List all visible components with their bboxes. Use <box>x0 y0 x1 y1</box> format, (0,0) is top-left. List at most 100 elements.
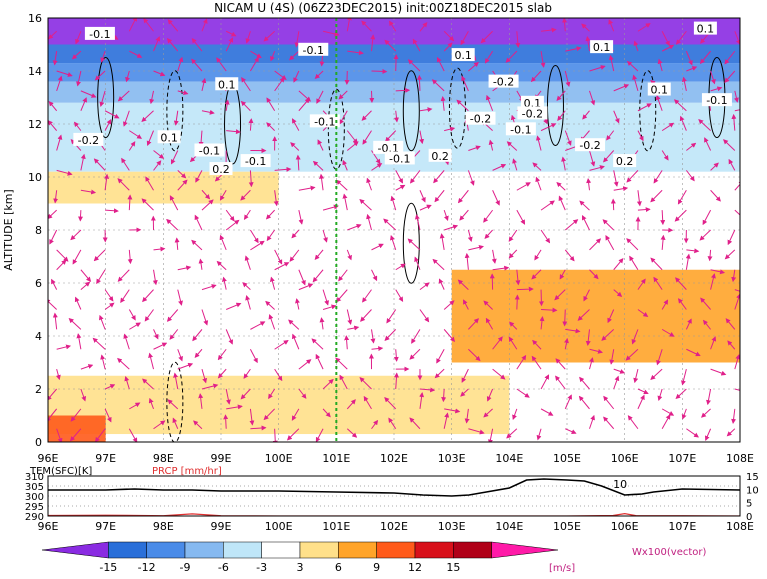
y-tick-5: 10 <box>28 171 42 184</box>
wind-vector-256 <box>346 336 347 349</box>
wind-vector-538 <box>654 170 662 182</box>
wind-vector-577 <box>700 230 710 240</box>
colorbar-label-5: 3 <box>297 561 304 574</box>
colorbar-swatch-5 <box>262 542 300 558</box>
y-tick-8: 16 <box>28 12 42 25</box>
wind-vector-517 <box>627 170 638 182</box>
wind-vector-69 <box>129 310 135 320</box>
contour-label-14: -0.1 <box>510 123 531 136</box>
wind-vector-134 <box>200 259 202 269</box>
wind-vector-136 <box>195 216 202 230</box>
wind-vector-66 <box>118 359 129 370</box>
colorbar-swatch-6 <box>300 542 338 558</box>
wind-vector-72 <box>129 250 130 263</box>
wind-vector-133 <box>202 285 216 289</box>
wind-vector-421 <box>541 409 553 415</box>
wind-vector-176 <box>246 256 251 269</box>
contour-label-20: 0.1 <box>593 41 611 54</box>
colorbar-swatch-0 <box>42 542 108 558</box>
wind-vector-221 <box>299 210 302 224</box>
wind-vector-534 <box>662 236 663 250</box>
wind-vector-177 <box>250 241 264 250</box>
wind-vector-598 <box>728 230 735 244</box>
wind-vector-422 <box>541 375 549 389</box>
wind-vector-600 <box>735 181 743 190</box>
wind-vector-344 <box>433 260 444 270</box>
wind-vector-173 <box>250 322 264 329</box>
wind-vector-546 <box>686 429 698 437</box>
wind-vector-346 <box>444 226 457 230</box>
wind-vector-492 <box>606 236 614 250</box>
wind-vector-471 <box>589 239 600 250</box>
wind-vector-307 <box>396 170 403 182</box>
wind-vector-597 <box>725 250 734 259</box>
wind-vector-526 <box>662 409 673 415</box>
x-tick-2: 98E <box>153 452 174 465</box>
wind-vector-533 <box>651 258 662 270</box>
wind-vector-135 <box>192 240 202 249</box>
contour-label-16: -0.2 <box>579 139 600 152</box>
contour-label-22: 0.1 <box>651 84 669 97</box>
wind-vector-349 <box>434 170 444 182</box>
wind-vector-453 <box>557 183 565 191</box>
x-tick-9: 105E <box>553 452 581 465</box>
x-tick-6: 102E <box>380 452 408 465</box>
wind-vector-30 <box>73 250 81 264</box>
wind-vector-261 <box>347 250 351 260</box>
x-tick-12: 108E <box>726 452 754 465</box>
wind-vector-493 <box>603 220 613 230</box>
wind-vector-285 <box>367 179 371 191</box>
wind-vector-345 <box>442 234 445 250</box>
colorbar-label-0: -15 <box>99 561 117 574</box>
ts-x-tick-9: 105E <box>553 520 581 533</box>
wind-vector-281 <box>372 270 377 280</box>
wind-vector-411 <box>517 183 530 190</box>
wind-vector-156 <box>220 236 226 250</box>
wind-vector-153 <box>226 304 240 310</box>
wind-vector-579 <box>711 190 721 201</box>
y-tick-0: 0 <box>35 436 42 449</box>
wind-vector-311 <box>396 90 409 91</box>
contour-label-17: 0.2 <box>431 150 449 163</box>
vector-scale-label: Wx100(vector) <box>632 547 707 558</box>
colorbar-swatch-7 <box>338 542 376 558</box>
shade-band-6 <box>452 270 740 363</box>
wind-vector-45 <box>102 355 105 369</box>
wind-vector-216 <box>297 299 299 309</box>
wind-vector-558 <box>678 190 686 204</box>
colorbar-label-9: 15 <box>446 561 460 574</box>
wind-vector-49 <box>105 290 113 301</box>
wind-vector-406 <box>517 289 533 290</box>
wind-vector-50 <box>97 270 105 284</box>
wind-vector-155 <box>217 262 226 270</box>
wind-vector-527 <box>659 389 662 400</box>
wind-vector-114 <box>177 238 178 249</box>
x-tick-1: 97E <box>95 452 116 465</box>
wind-vector-298 <box>396 349 397 361</box>
wind-vector-450 <box>565 250 574 261</box>
wind-vector-238 <box>323 290 328 305</box>
wind-vector-157 <box>226 220 239 230</box>
wind-vector-569 <box>708 389 711 404</box>
wind-vector-504 <box>628 416 638 429</box>
x-tick-5: 101E <box>322 452 350 465</box>
wind-vector-506 <box>638 389 648 394</box>
colorbar-swatch-9 <box>415 542 453 558</box>
wind-vector-235 <box>312 339 323 349</box>
ts-x-tick-10: 106E <box>611 520 639 533</box>
ts-x-tick-11: 107E <box>668 520 696 533</box>
wind-vector-92 <box>154 270 156 285</box>
colorbar-swatch-3 <box>185 542 223 558</box>
wind-vector-200 <box>267 210 275 219</box>
contour-label-19: 0.2 <box>616 155 634 168</box>
wind-vector-528 <box>651 369 662 379</box>
wind-vector-279 <box>361 310 372 322</box>
colorbar-label-2: -9 <box>180 561 191 574</box>
wind-vector-217 <box>299 284 312 289</box>
wind-vector-420 <box>538 429 541 440</box>
wind-vector-405 <box>517 295 518 309</box>
wind-vector-410 <box>517 210 525 224</box>
x-tick-10: 106E <box>611 452 639 465</box>
wind-vector-332 <box>419 76 420 91</box>
